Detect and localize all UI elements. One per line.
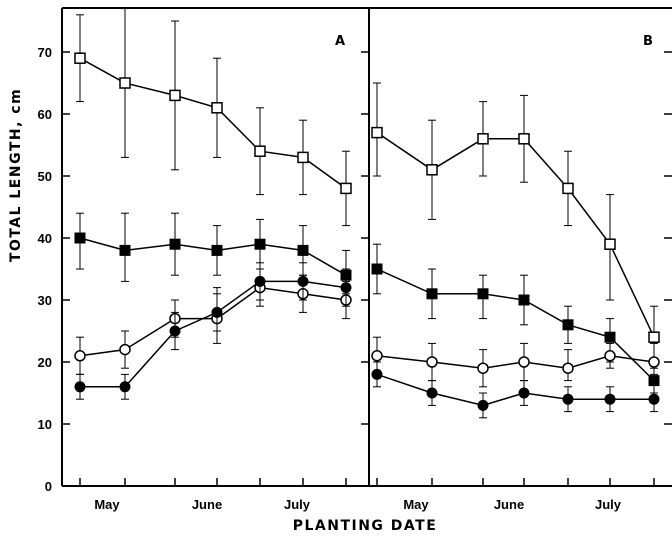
point-filled-square (426, 288, 438, 300)
point-open-square (604, 238, 616, 250)
y-tick-label: 70 (38, 45, 52, 60)
point-open-circle (604, 350, 616, 362)
series-open-circle (74, 268, 352, 375)
point-open-circle (74, 350, 86, 362)
point-filled-square (211, 244, 223, 256)
point-open-square (119, 77, 131, 89)
y-tick-label: 40 (38, 231, 52, 246)
x-tick-label: July (284, 497, 311, 512)
point-open-circle (371, 350, 383, 362)
point-open-square (74, 52, 86, 64)
panel-b-frame (368, 7, 672, 487)
point-filled-circle (371, 368, 383, 380)
series-open-square (74, 8, 352, 227)
y-tick-label: 50 (38, 169, 52, 184)
point-open-square (426, 164, 438, 176)
panel-a-label: A (335, 34, 345, 49)
point-open-square (648, 331, 660, 343)
point-open-square (518, 133, 530, 145)
panel-b-series (371, 82, 660, 419)
point-filled-circle (426, 387, 438, 399)
series-filled-square (371, 243, 660, 394)
point-filled-square (477, 288, 489, 300)
panel-a-series (74, 8, 352, 400)
point-filled-circle (604, 393, 616, 405)
point-open-circle (648, 356, 660, 368)
x-axis-ticks: May June July May June July (79, 478, 655, 512)
point-filled-circle (562, 393, 574, 405)
point-open-circle (562, 362, 574, 374)
point-open-square (562, 182, 574, 195)
point-filled-circle (74, 381, 86, 393)
point-open-circle (426, 356, 438, 368)
point-open-circle (477, 362, 489, 374)
point-open-square (340, 182, 352, 195)
x-tick-label: June (192, 497, 222, 512)
point-filled-circle (518, 387, 530, 399)
y-axis-title: TOTAL LENGTH, cm (8, 88, 24, 262)
point-filled-square (169, 238, 181, 250)
series-open-circle (371, 336, 660, 388)
series-filled-circle (74, 262, 352, 400)
panel-a-frame (61, 7, 369, 487)
point-filled-circle (119, 381, 131, 393)
point-filled-circle (254, 275, 266, 287)
point-filled-square (254, 238, 266, 250)
series-line (376, 131, 655, 338)
y-tick-label: 60 (38, 107, 52, 122)
y-axis-ticks: 0 10 20 30 40 50 60 70 (38, 45, 672, 494)
point-open-square (169, 89, 181, 102)
point-filled-circle (648, 393, 660, 405)
point-filled-square (371, 263, 383, 275)
point-filled-square (74, 232, 86, 244)
y-tick-label: 0 (45, 479, 52, 494)
point-open-square (477, 133, 489, 145)
y-tick-label: 30 (38, 293, 52, 308)
point-open-circle (119, 343, 131, 356)
y-tick-label: 20 (38, 355, 52, 370)
point-open-circle (518, 356, 530, 368)
x-axis-title: PLANTING DATE (293, 518, 438, 534)
point-filled-circle (477, 399, 489, 411)
point-filled-square (297, 244, 309, 256)
point-filled-circle (169, 325, 181, 337)
x-tick-label: May (403, 497, 429, 512)
point-filled-square (604, 331, 616, 343)
point-filled-square (518, 294, 530, 306)
x-tick-label: July (595, 497, 622, 512)
point-filled-circle (340, 282, 352, 294)
series-open-square (371, 82, 660, 375)
point-filled-circle (297, 275, 309, 287)
point-open-square (297, 151, 309, 164)
series-filled-circle (371, 361, 660, 419)
point-filled-square (119, 244, 131, 256)
panel-b-label: B (643, 34, 653, 49)
point-open-square (211, 102, 223, 114)
point-open-square (371, 126, 383, 139)
point-filled-circle (211, 306, 223, 318)
x-tick-label: May (94, 497, 120, 512)
point-open-square (254, 145, 266, 157)
series-line (79, 237, 347, 276)
point-filled-square (562, 319, 574, 331)
x-tick-label: June (494, 497, 524, 512)
y-tick-label: 10 (38, 417, 52, 432)
